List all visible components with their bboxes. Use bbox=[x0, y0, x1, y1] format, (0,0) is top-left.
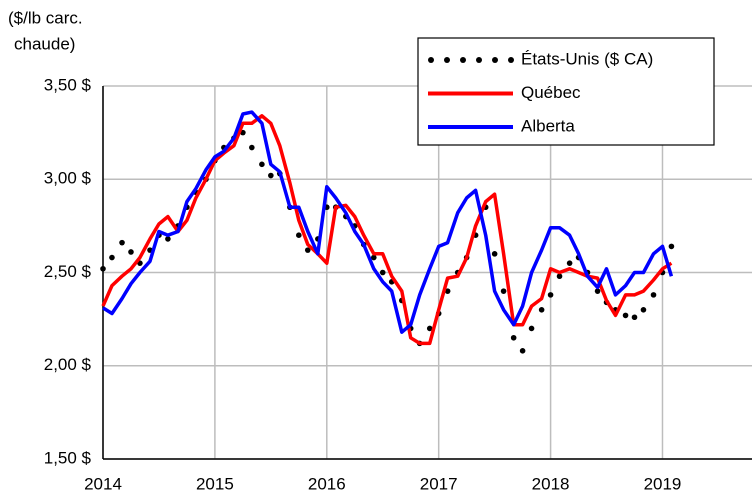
data-point bbox=[650, 292, 657, 298]
x-tick-label: 2016 bbox=[308, 474, 346, 493]
data-point bbox=[109, 254, 115, 261]
data-point bbox=[622, 312, 629, 319]
legend-label: États-Unis ($ CA) bbox=[521, 49, 653, 68]
data-point bbox=[668, 243, 675, 250]
y-tick-label: 3,00 $ bbox=[44, 169, 92, 188]
x-tick-label: 2015 bbox=[196, 474, 234, 493]
x-tick-label: 2019 bbox=[644, 474, 682, 493]
y-tick-label: 2,00 $ bbox=[44, 355, 92, 374]
legend-symbol bbox=[460, 57, 466, 63]
data-point bbox=[640, 307, 647, 313]
data-point bbox=[296, 232, 302, 238]
data-point bbox=[426, 325, 433, 332]
legend-symbol bbox=[444, 57, 450, 63]
data-point bbox=[500, 288, 507, 294]
data-point bbox=[510, 334, 517, 341]
x-tick-label: 2017 bbox=[420, 474, 458, 493]
data-point bbox=[259, 161, 265, 168]
data-point bbox=[566, 260, 573, 266]
legend-symbol bbox=[508, 57, 514, 63]
data-point bbox=[528, 325, 535, 332]
data-point bbox=[128, 249, 134, 255]
legend-symbol bbox=[492, 57, 498, 63]
data-point bbox=[491, 251, 498, 257]
data-point bbox=[556, 273, 563, 280]
y-tick-label: 2,50 $ bbox=[44, 262, 92, 281]
data-point bbox=[631, 314, 638, 321]
data-point bbox=[444, 288, 451, 294]
data-point bbox=[100, 265, 106, 272]
y-tick-label: 3,50 $ bbox=[44, 75, 92, 94]
data-point bbox=[304, 247, 311, 253]
data-point bbox=[547, 292, 554, 298]
data-point bbox=[370, 254, 377, 261]
data-point bbox=[268, 172, 274, 179]
legend-label: Alberta bbox=[521, 116, 575, 135]
series-line bbox=[102, 110, 674, 334]
data-point bbox=[165, 236, 171, 242]
x-tick-label: 2014 bbox=[84, 474, 122, 493]
y-axis-title: chaude) bbox=[14, 34, 75, 53]
legend-symbol bbox=[428, 57, 434, 63]
data-point bbox=[594, 288, 601, 294]
data-point bbox=[538, 307, 545, 313]
legend-symbol bbox=[476, 57, 482, 63]
data-point bbox=[119, 239, 125, 246]
y-tick-label: 1,50 $ bbox=[44, 448, 92, 467]
data-point bbox=[379, 269, 386, 276]
data-point bbox=[249, 144, 255, 151]
data-point bbox=[519, 348, 526, 354]
series-line bbox=[101, 114, 673, 346]
y-axis-title: ($/lb carc. bbox=[8, 8, 83, 27]
x-tick-label: 2018 bbox=[532, 474, 570, 493]
legend-label: Québec bbox=[521, 83, 581, 102]
